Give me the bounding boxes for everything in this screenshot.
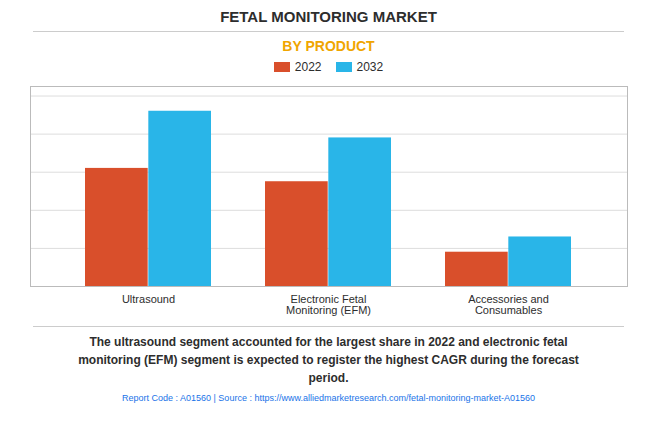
html-text:BY PRODUCT: BY PRODUCT bbox=[282, 38, 375, 54]
html-text:Report Code : A01560 | Source: Report Code : A01560 | Source : https://… bbox=[122, 393, 535, 403]
svg-text:Electronic FetalMonitoring (EF: Electronic FetalMonitoring (EFM) bbox=[286, 293, 371, 316]
svg-text:Ultrasound: Ultrasound bbox=[122, 293, 175, 305]
html-text:2022: 2022 bbox=[294, 60, 322, 74]
html-text:2032: 2032 bbox=[356, 60, 384, 74]
html-text:FETAL MONITORING MARKET: FETAL MONITORING MARKET bbox=[220, 8, 437, 25]
svg-text:Accessories andConsumables: Accessories andConsumables bbox=[468, 293, 549, 316]
html-text:The ultrasound segment account: The ultrasound segment accounted for the… bbox=[78, 335, 579, 385]
